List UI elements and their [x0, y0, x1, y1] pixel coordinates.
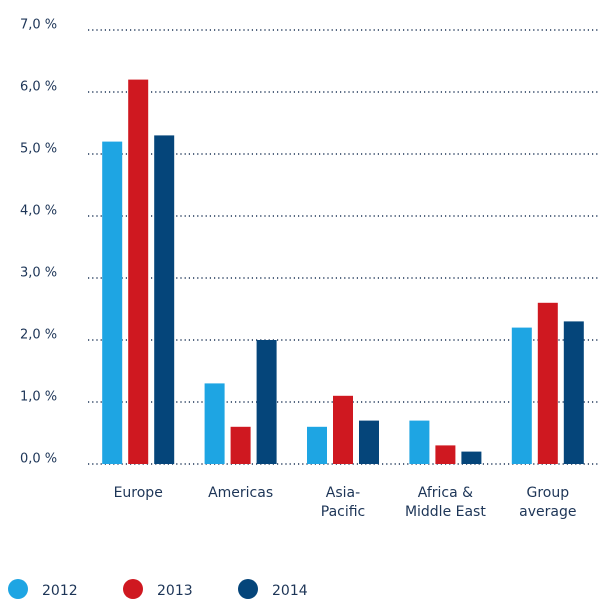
legend-marker [123, 579, 143, 599]
bar [256, 340, 277, 464]
y-tick-label: 3,0 % [20, 266, 57, 281]
x-tick-label: Europe [114, 485, 163, 501]
bar [154, 135, 175, 464]
y-tick-label: 1,0 % [20, 390, 57, 405]
bar [537, 302, 558, 464]
x-tick-label: Africa & Middle East [405, 485, 486, 520]
y-tick-label: 5,0 % [20, 142, 57, 157]
bar [359, 420, 379, 464]
legend-marker [8, 579, 28, 599]
y-tick-label: 4,0 % [20, 204, 57, 219]
legend-label: 2012 [42, 583, 78, 599]
bar [409, 420, 430, 464]
bar [563, 321, 584, 464]
bar [333, 395, 353, 464]
x-tick-label: Americas [208, 485, 273, 501]
bar [307, 426, 327, 464]
bar [461, 451, 482, 464]
y-tick-label: 7,0 % [20, 18, 57, 33]
legend-label: 2014 [272, 583, 308, 599]
bar [204, 383, 225, 464]
bar [230, 426, 251, 464]
y-tick-label: 0,0 % [20, 452, 57, 467]
bar [128, 79, 149, 464]
bar [511, 327, 532, 464]
legend-marker [238, 579, 258, 599]
x-tick-label: Asia-Pacific [321, 485, 366, 520]
x-tick-label: Group average [519, 485, 576, 520]
y-tick-label: 2,0 % [20, 328, 57, 343]
legend-label: 2013 [157, 583, 193, 599]
bar [435, 445, 456, 464]
bar [102, 141, 123, 464]
y-tick-label: 6,0 % [20, 80, 57, 95]
